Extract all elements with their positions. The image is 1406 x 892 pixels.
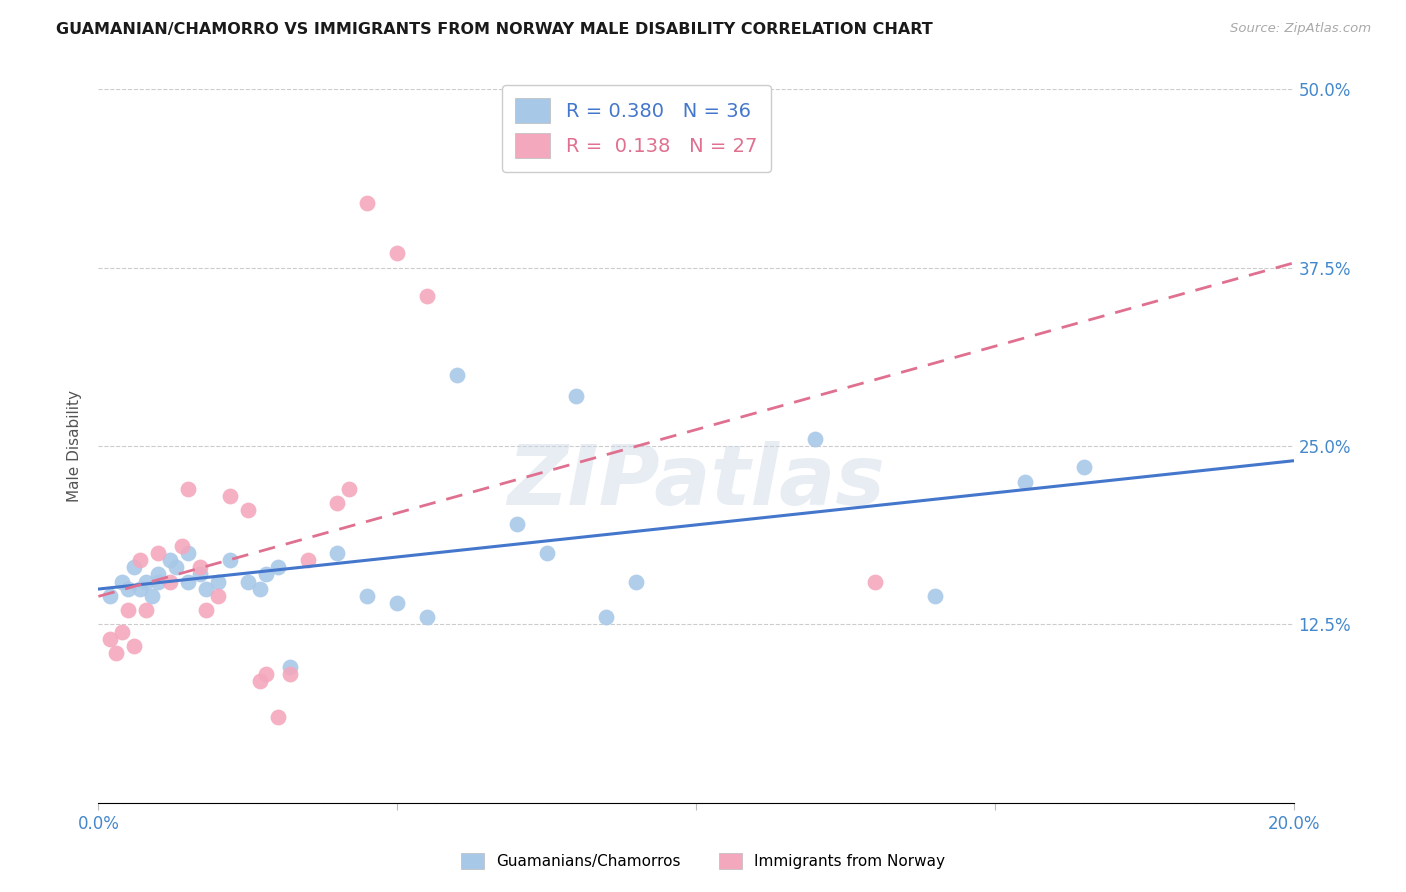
- Point: [1073, 460, 1095, 475]
- Point: [105, 646, 128, 660]
- Point: [148, 567, 170, 582]
- Text: GUAMANIAN/CHAMORRO VS IMMIGRANTS FROM NORWAY MALE DISABILITY CORRELATION CHART: GUAMANIAN/CHAMORRO VS IMMIGRANTS FROM NO…: [56, 22, 934, 37]
- Point: [865, 574, 887, 589]
- Point: [177, 482, 200, 496]
- Y-axis label: Male Disability: Male Disability: [67, 390, 83, 502]
- Point: [207, 589, 229, 603]
- Point: [100, 632, 122, 646]
- Point: [536, 546, 558, 560]
- Point: [236, 574, 259, 589]
- Point: [416, 289, 439, 303]
- Point: [416, 610, 439, 624]
- Point: [141, 589, 163, 603]
- Point: [1014, 475, 1036, 489]
- Point: [249, 582, 271, 596]
- Point: [129, 582, 152, 596]
- Point: [297, 553, 319, 567]
- Point: [195, 582, 218, 596]
- Point: [219, 489, 242, 503]
- Point: [124, 639, 146, 653]
- Point: [100, 589, 122, 603]
- Point: [124, 560, 146, 574]
- Point: [267, 560, 290, 574]
- Point: [165, 560, 187, 574]
- Point: [148, 574, 170, 589]
- Point: [129, 553, 152, 567]
- Point: [117, 582, 139, 596]
- Point: [506, 517, 529, 532]
- Point: [326, 496, 349, 510]
- Legend: R = 0.380   N = 36, R =  0.138   N = 27: R = 0.380 N = 36, R = 0.138 N = 27: [502, 85, 770, 171]
- Point: [446, 368, 468, 382]
- Point: [148, 546, 170, 560]
- Point: [135, 574, 157, 589]
- Point: [356, 196, 378, 211]
- Point: [356, 589, 378, 603]
- Point: [278, 667, 301, 681]
- Point: [117, 603, 139, 617]
- Point: [207, 574, 229, 589]
- Point: [172, 539, 194, 553]
- Text: Source: ZipAtlas.com: Source: ZipAtlas.com: [1230, 22, 1371, 36]
- Point: [339, 482, 360, 496]
- Point: [111, 624, 134, 639]
- Point: [236, 503, 259, 517]
- Point: [254, 667, 277, 681]
- Text: ZIPatlas: ZIPatlas: [508, 442, 884, 522]
- Point: [111, 574, 134, 589]
- Point: [385, 246, 409, 260]
- Legend: Guamanians/Chamorros, Immigrants from Norway: Guamanians/Chamorros, Immigrants from No…: [456, 847, 950, 875]
- Point: [565, 389, 588, 403]
- Point: [188, 560, 211, 574]
- Point: [326, 546, 349, 560]
- Point: [254, 567, 277, 582]
- Point: [804, 432, 827, 446]
- Point: [219, 553, 242, 567]
- Point: [135, 603, 157, 617]
- Point: [177, 546, 200, 560]
- Point: [278, 660, 301, 674]
- Point: [159, 553, 181, 567]
- Point: [595, 610, 617, 624]
- Point: [188, 567, 211, 582]
- Point: [195, 603, 218, 617]
- Point: [626, 574, 648, 589]
- Point: [177, 574, 200, 589]
- Point: [249, 674, 271, 689]
- Point: [159, 574, 181, 589]
- Point: [924, 589, 946, 603]
- Point: [267, 710, 290, 724]
- Point: [385, 596, 409, 610]
